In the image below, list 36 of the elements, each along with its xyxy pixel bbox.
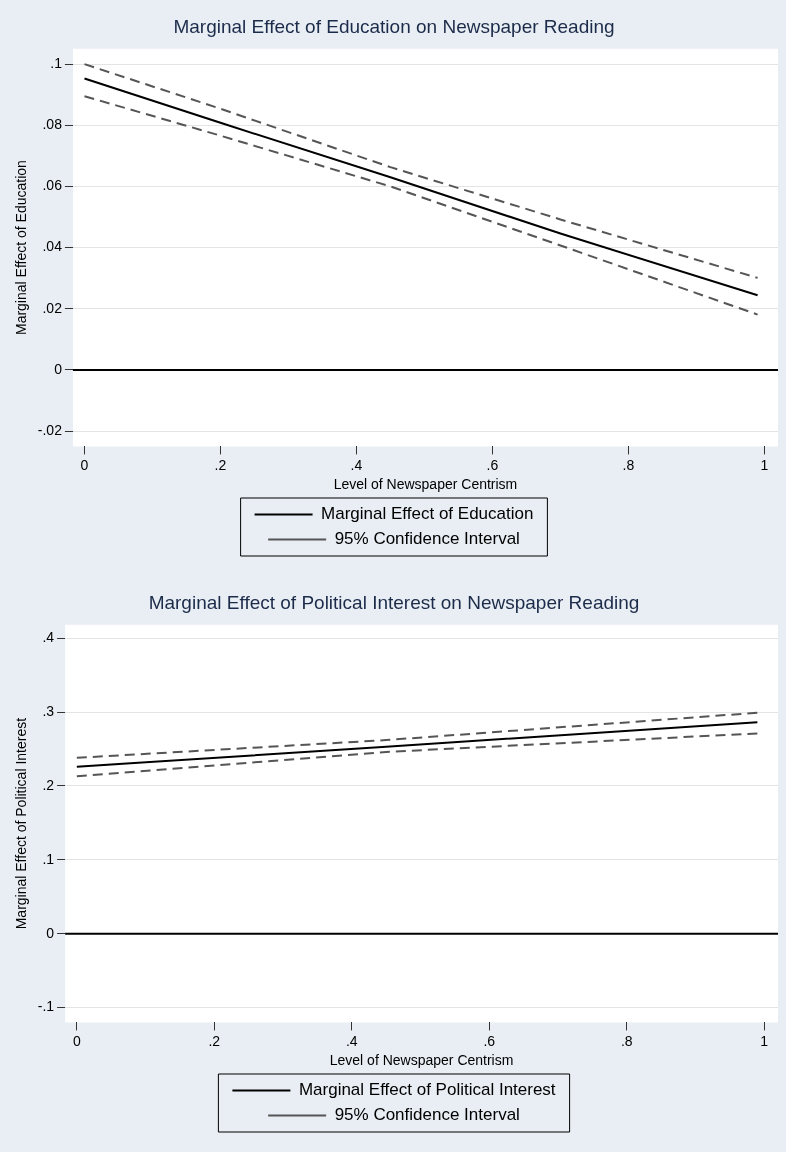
x-tick-label: 1: [760, 456, 769, 473]
y-tick-label: -.1: [37, 998, 55, 1015]
x-axis-title: Level of Newspaper Centrism: [329, 1052, 514, 1069]
x-axis-title: Level of Newspaper Centrism: [333, 476, 518, 493]
y-axis-title: Marginal Effect of Education: [13, 160, 30, 336]
y-tick-label: .02: [42, 299, 63, 316]
y-tick-label: .1: [50, 54, 63, 71]
y-tick-label: .1: [42, 850, 55, 867]
y-tick-label: -.02: [37, 421, 63, 438]
chart-title: Marginal Effect of Education on Newspaper Reading: [173, 15, 615, 37]
x-tick-label: 1: [760, 1032, 769, 1049]
line-series: [83, 95, 759, 316]
x-tick-label: .4: [345, 1032, 358, 1049]
legend-label: Marginal Effect of Education: [321, 504, 534, 524]
y-tick-label: 0: [54, 360, 63, 377]
y-tick-label: .06: [42, 177, 63, 194]
x-tick-label: .6: [486, 456, 499, 473]
y-tick-label: .2: [42, 776, 55, 793]
y-tick-label: .08: [42, 116, 63, 133]
chart-title: Marginal Effect of Political Interest on Newspaper Reading: [148, 591, 640, 613]
x-tick-label: .2: [208, 1032, 221, 1049]
x-tick-label: .6: [483, 1032, 496, 1049]
x-tick-label: .8: [620, 1032, 633, 1049]
x-tick-label: .4: [350, 456, 363, 473]
x-tick-label: 0: [80, 456, 89, 473]
x-tick-label: 0: [72, 1032, 81, 1049]
legend-label: Marginal Effect of Political Interest: [298, 1080, 556, 1100]
x-tick-label: .8: [622, 456, 635, 473]
legend-label: 95% Confidence Interval: [334, 1105, 520, 1125]
y-axis-title: Marginal Effect of Political Interest: [13, 717, 30, 930]
legend-label: 95% Confidence Interval: [334, 529, 520, 549]
y-tick-label: .3: [42, 702, 55, 719]
y-tick-label: .4: [42, 628, 55, 645]
x-tick-label: .2: [214, 456, 227, 473]
y-tick-label: 0: [46, 924, 55, 941]
y-tick-label: .04: [42, 238, 63, 255]
